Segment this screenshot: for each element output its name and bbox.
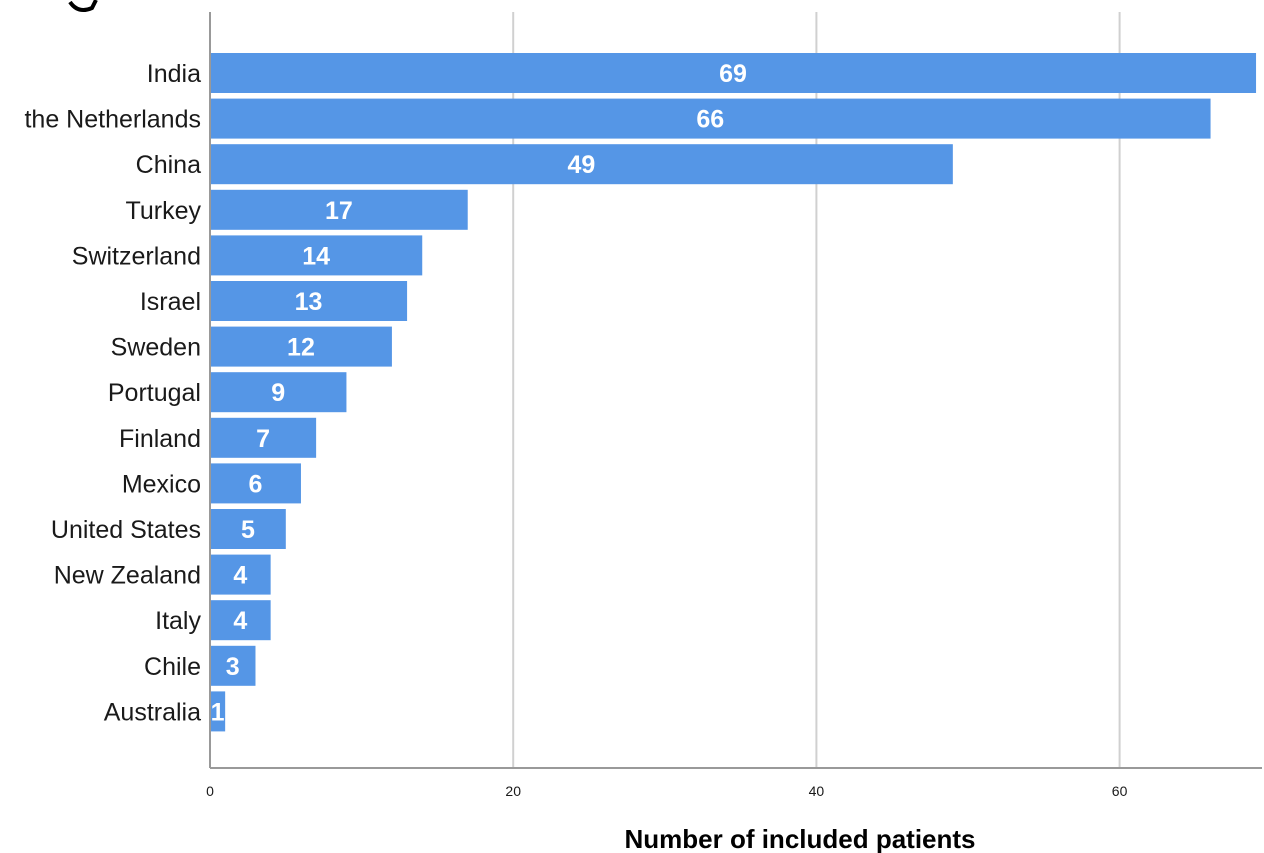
bar-united-states xyxy=(210,509,286,549)
x-tick-labels: 0 20 40 60 xyxy=(206,783,1127,799)
cropped-glyph-fragment xyxy=(68,0,98,12)
x-tick-label-0: 0 xyxy=(206,783,214,799)
category-label-india: India xyxy=(147,60,201,88)
data-label-switzerland: 14 xyxy=(302,242,330,270)
category-labels: India the Netherlands China Turkey Switzerla… xyxy=(24,60,201,726)
category-label-the-netherlands: the Netherlands xyxy=(24,106,201,134)
data-label-turkey: 17 xyxy=(325,197,353,225)
data-label-china: 49 xyxy=(568,151,596,179)
data-label-new-zealand: 4 xyxy=(233,562,247,590)
category-label-portugal: Portugal xyxy=(108,379,201,407)
category-label-new-zealand: New Zealand xyxy=(54,562,201,590)
bar-switzerland xyxy=(210,235,423,276)
category-label-australia: Australia xyxy=(104,698,201,726)
data-label-mexico: 6 xyxy=(249,470,263,498)
data-label-israel: 13 xyxy=(295,288,323,316)
bar-mexico xyxy=(210,463,301,504)
bar-portugal xyxy=(210,372,347,413)
bars xyxy=(210,53,1257,732)
data-label-portugal: 9 xyxy=(271,379,285,407)
category-label-china: China xyxy=(136,151,201,179)
category-label-turkey: Turkey xyxy=(126,197,202,225)
data-label-the-netherlands: 66 xyxy=(696,106,724,134)
category-label-chile: Chile xyxy=(144,653,201,681)
data-label-sweden: 12 xyxy=(287,334,315,362)
x-tick-label-60: 60 xyxy=(1112,783,1128,799)
bar-australia xyxy=(210,691,226,732)
bar-china xyxy=(210,144,953,185)
category-label-united-states: United States xyxy=(51,516,201,544)
bar-italy xyxy=(210,600,271,641)
bar-chile xyxy=(210,645,256,686)
bar-israel xyxy=(210,281,408,321)
bar-the-netherlands xyxy=(210,98,1211,139)
data-label-united-states: 5 xyxy=(241,516,255,544)
bar-finland xyxy=(210,417,317,458)
x-axis-title: Number of included patients xyxy=(624,824,975,853)
bar-new-zealand xyxy=(210,554,271,595)
data-label-india: 69 xyxy=(719,60,747,88)
data-label-finland: 7 xyxy=(256,425,270,453)
data-label-australia: 1 xyxy=(211,698,225,726)
x-tick-label-20: 20 xyxy=(505,783,521,799)
category-label-mexico: Mexico xyxy=(122,470,201,498)
data-label-italy: 4 xyxy=(233,607,247,635)
category-label-switzerland: Switzerland xyxy=(72,242,201,270)
data-label-chile: 3 xyxy=(226,653,240,681)
category-label-finland: Finland xyxy=(119,425,201,453)
category-label-sweden: Sweden xyxy=(111,334,201,362)
category-label-italy: Italy xyxy=(155,607,201,635)
bar-india xyxy=(210,53,1257,93)
bar-sweden xyxy=(210,326,392,367)
category-label-israel: Israel xyxy=(140,288,201,316)
bar-turkey xyxy=(210,189,468,230)
x-tick-label-40: 40 xyxy=(809,783,825,799)
